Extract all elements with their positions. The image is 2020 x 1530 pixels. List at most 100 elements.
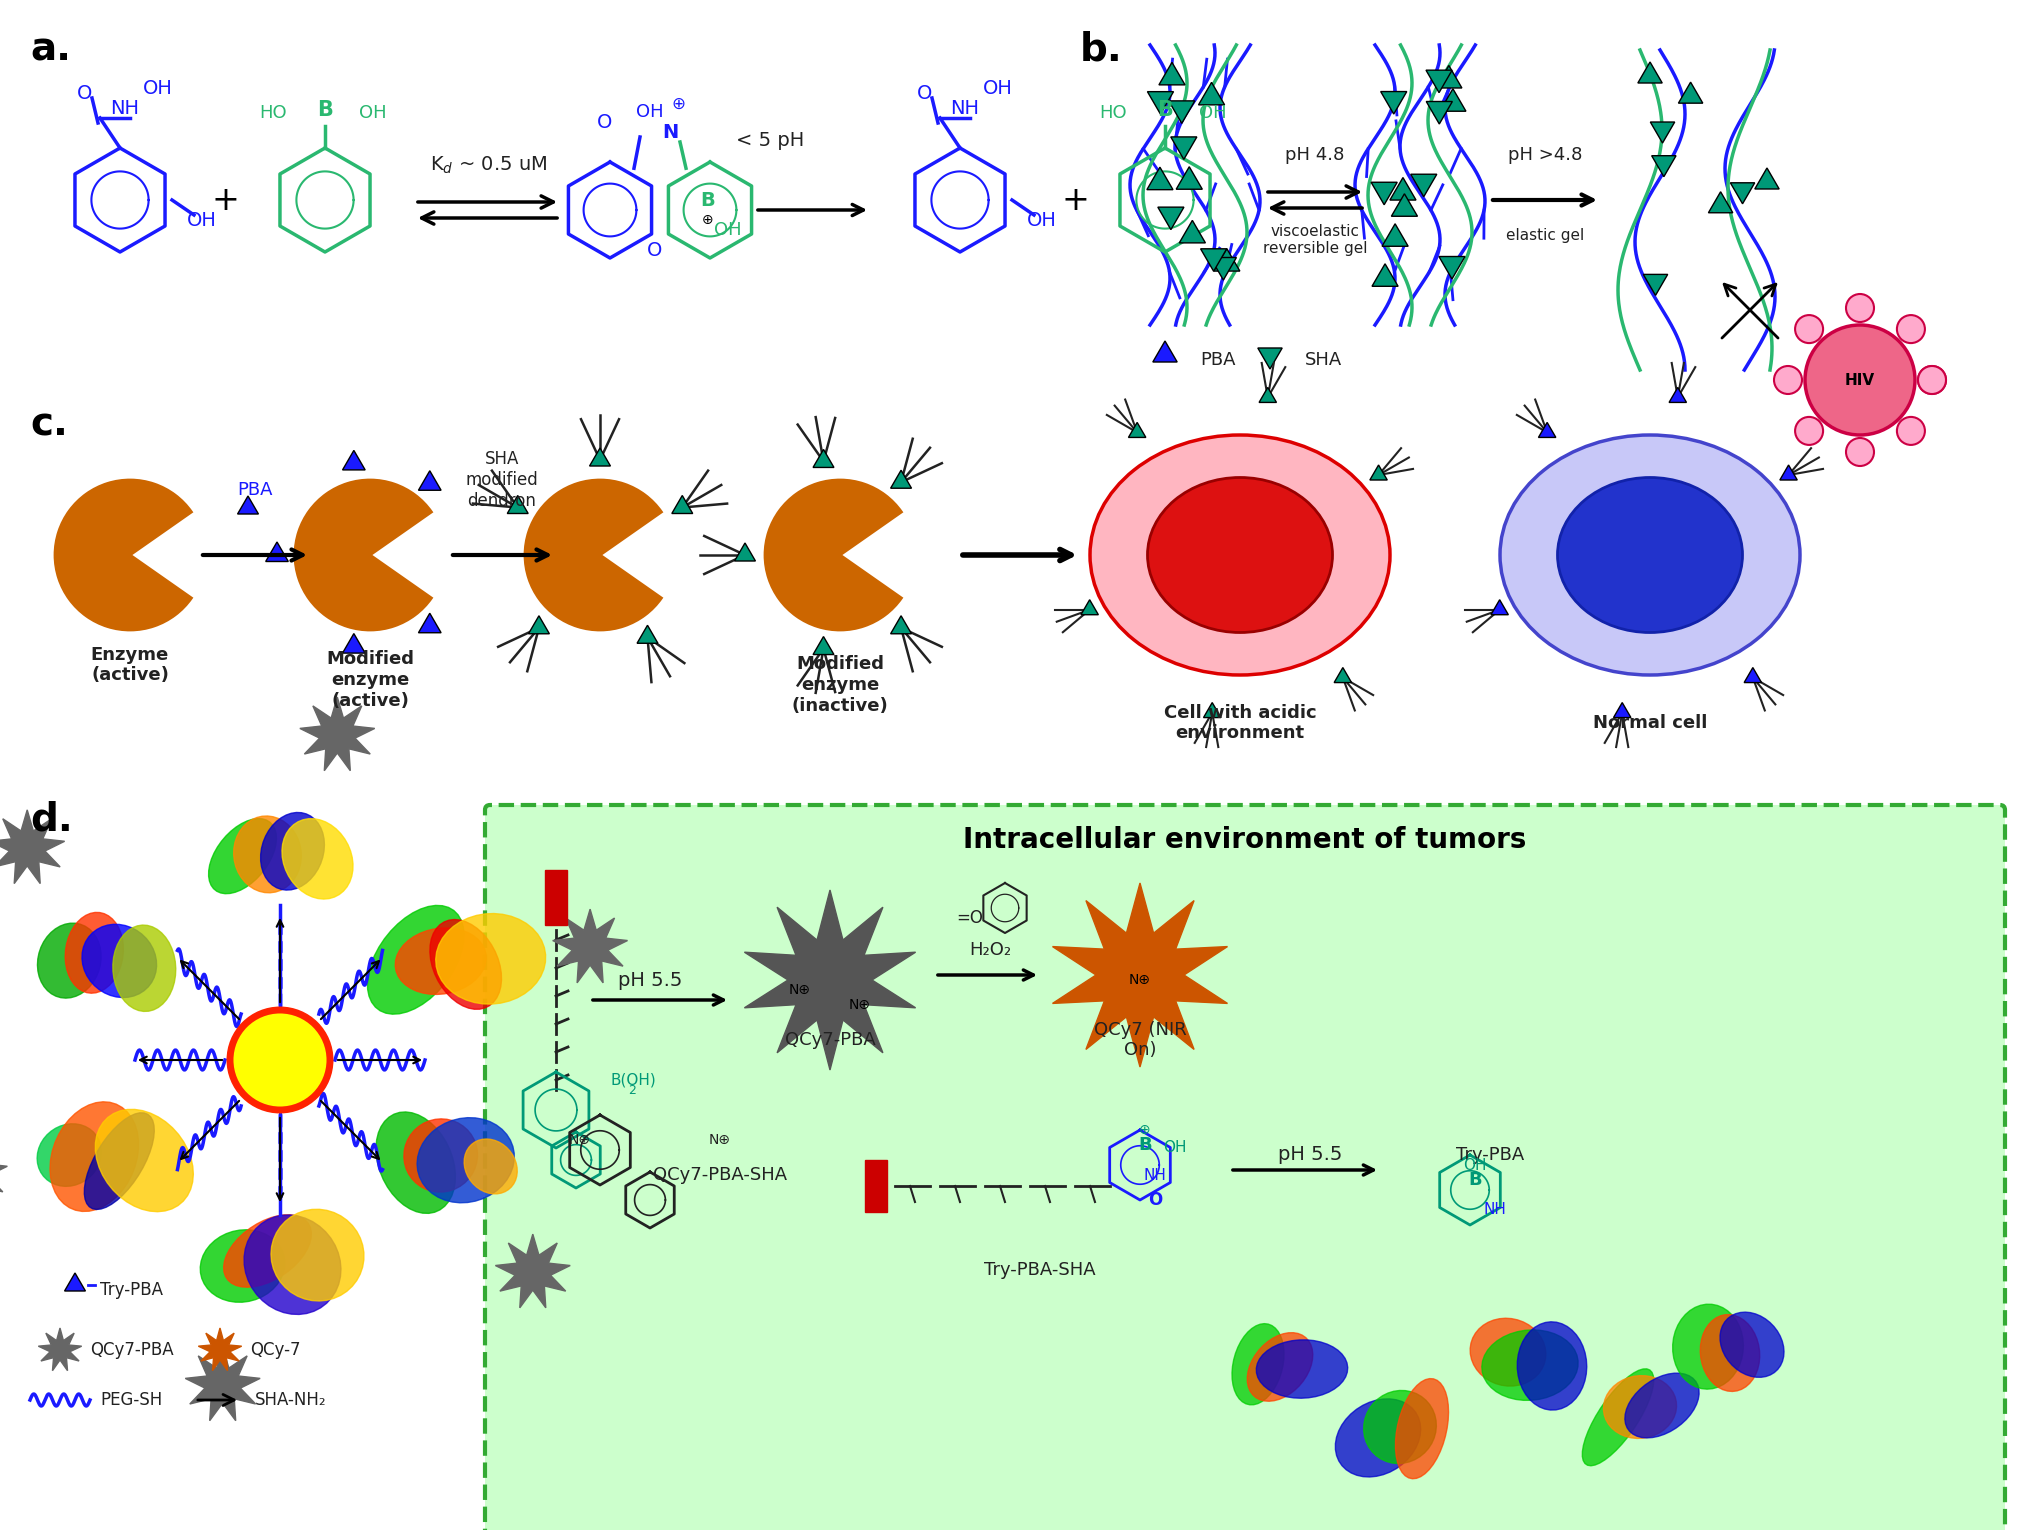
Text: +: + xyxy=(210,184,238,217)
Polygon shape xyxy=(1426,101,1452,124)
Polygon shape xyxy=(1709,191,1733,213)
Polygon shape xyxy=(1392,194,1418,216)
Text: =O: =O xyxy=(957,909,984,927)
Polygon shape xyxy=(376,1112,454,1213)
Polygon shape xyxy=(1157,207,1184,230)
Polygon shape xyxy=(85,1112,154,1210)
Text: OH: OH xyxy=(984,78,1012,98)
Text: Try-PBA: Try-PBA xyxy=(1456,1146,1525,1164)
Polygon shape xyxy=(83,924,158,998)
Text: NH: NH xyxy=(111,98,139,118)
Text: QCy7 (NIR
On): QCy7 (NIR On) xyxy=(1093,1021,1186,1059)
Text: pH >4.8: pH >4.8 xyxy=(1507,145,1582,164)
Polygon shape xyxy=(1539,422,1555,438)
Polygon shape xyxy=(1731,182,1755,203)
Text: SHA: SHA xyxy=(1305,350,1341,369)
Text: B: B xyxy=(317,99,333,119)
Text: Modified
enzyme
(active): Modified enzyme (active) xyxy=(325,650,414,710)
Polygon shape xyxy=(208,819,277,894)
Polygon shape xyxy=(891,615,911,633)
Polygon shape xyxy=(1210,257,1236,280)
Text: NH: NH xyxy=(951,98,980,118)
Polygon shape xyxy=(673,496,693,514)
Polygon shape xyxy=(1147,92,1174,115)
Text: OH: OH xyxy=(143,78,174,98)
Text: B: B xyxy=(1137,1135,1151,1154)
Polygon shape xyxy=(1382,223,1408,246)
Polygon shape xyxy=(113,926,176,1011)
Polygon shape xyxy=(1390,177,1416,200)
Polygon shape xyxy=(1198,83,1224,106)
Polygon shape xyxy=(1624,1372,1699,1438)
Circle shape xyxy=(1806,324,1915,435)
Ellipse shape xyxy=(1501,435,1800,675)
Polygon shape xyxy=(283,819,353,900)
Wedge shape xyxy=(55,480,192,630)
Text: HO: HO xyxy=(259,104,287,122)
Polygon shape xyxy=(244,1215,341,1314)
Circle shape xyxy=(230,1010,329,1109)
Polygon shape xyxy=(261,812,325,890)
Polygon shape xyxy=(368,906,465,1014)
Polygon shape xyxy=(1673,1304,1743,1389)
Text: O: O xyxy=(598,113,612,132)
Polygon shape xyxy=(1258,347,1283,369)
Text: < 5 pH: < 5 pH xyxy=(735,130,804,150)
Polygon shape xyxy=(1517,1322,1588,1411)
Polygon shape xyxy=(1491,600,1509,615)
Polygon shape xyxy=(1153,341,1178,363)
Polygon shape xyxy=(36,1125,101,1186)
Polygon shape xyxy=(1382,92,1406,115)
Text: H₂O₂: H₂O₂ xyxy=(970,941,1012,959)
Polygon shape xyxy=(745,890,915,1069)
Polygon shape xyxy=(1246,1333,1313,1401)
Text: B(OH): B(OH) xyxy=(610,1073,656,1088)
Text: QCy7-PBA-SHA: QCy7-PBA-SHA xyxy=(652,1166,788,1184)
Text: 2: 2 xyxy=(628,1083,636,1097)
Text: b.: b. xyxy=(1081,31,1123,67)
Polygon shape xyxy=(1582,1369,1654,1466)
Polygon shape xyxy=(1176,167,1202,190)
Text: N⊕: N⊕ xyxy=(709,1134,731,1148)
Polygon shape xyxy=(590,448,610,467)
Polygon shape xyxy=(1438,257,1464,278)
Circle shape xyxy=(1796,315,1824,343)
Text: Cell with acidic
environment: Cell with acidic environment xyxy=(1164,704,1317,742)
Text: Intracellular environment of tumors: Intracellular environment of tumors xyxy=(964,826,1527,854)
Text: Try-PBA: Try-PBA xyxy=(101,1281,164,1299)
Text: NH: NH xyxy=(1483,1203,1507,1218)
Polygon shape xyxy=(1396,1379,1448,1478)
Text: ⊕: ⊕ xyxy=(703,213,713,226)
Wedge shape xyxy=(1602,517,1671,594)
Text: OH: OH xyxy=(188,211,216,230)
Text: N⊕: N⊕ xyxy=(790,982,810,998)
Text: NH: NH xyxy=(1143,1167,1166,1183)
Text: QCy7-PBA: QCy7-PBA xyxy=(784,1031,875,1050)
Polygon shape xyxy=(1410,174,1436,197)
Text: OH: OH xyxy=(1200,104,1226,122)
Polygon shape xyxy=(198,1328,242,1371)
Polygon shape xyxy=(1258,387,1277,402)
Polygon shape xyxy=(553,909,628,982)
Polygon shape xyxy=(1669,387,1687,402)
Polygon shape xyxy=(38,1328,81,1371)
Polygon shape xyxy=(1440,89,1467,112)
Polygon shape xyxy=(1232,1323,1285,1405)
Polygon shape xyxy=(1147,167,1174,190)
Text: elastic gel: elastic gel xyxy=(1505,228,1584,242)
Polygon shape xyxy=(0,809,65,884)
Polygon shape xyxy=(1200,249,1226,271)
Polygon shape xyxy=(1204,702,1220,718)
Polygon shape xyxy=(735,543,755,562)
Polygon shape xyxy=(404,1118,477,1192)
Polygon shape xyxy=(95,1109,194,1212)
Text: SHA
modified
dendron: SHA modified dendron xyxy=(467,450,539,509)
Polygon shape xyxy=(436,913,545,1004)
Text: d.: d. xyxy=(30,800,73,838)
Polygon shape xyxy=(234,815,301,894)
Text: PBA: PBA xyxy=(236,480,273,499)
Polygon shape xyxy=(1436,66,1462,89)
Wedge shape xyxy=(525,480,661,630)
Polygon shape xyxy=(396,929,487,994)
Polygon shape xyxy=(430,920,501,1010)
